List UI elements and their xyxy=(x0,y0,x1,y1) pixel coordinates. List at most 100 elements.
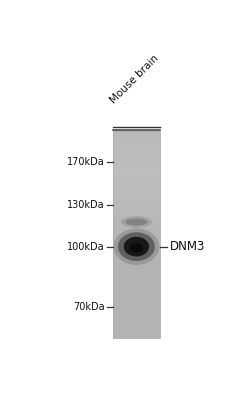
Bar xyxy=(113,232,159,234)
Bar xyxy=(113,277,159,280)
Bar xyxy=(113,260,159,263)
Ellipse shape xyxy=(118,232,155,261)
Bar xyxy=(113,147,159,150)
Text: 170kDa: 170kDa xyxy=(67,157,105,167)
Bar xyxy=(113,194,159,197)
Bar xyxy=(113,294,159,296)
Bar xyxy=(113,329,159,331)
Bar xyxy=(113,246,159,249)
Bar xyxy=(113,217,159,220)
Bar xyxy=(113,131,159,338)
Bar xyxy=(113,199,159,201)
Bar xyxy=(113,215,159,218)
Bar xyxy=(113,322,159,325)
Bar xyxy=(113,205,159,208)
Bar xyxy=(113,153,159,156)
Bar xyxy=(113,162,159,164)
Bar xyxy=(113,184,159,187)
Bar xyxy=(113,300,159,302)
Bar xyxy=(113,308,159,311)
Bar xyxy=(113,224,159,226)
Bar xyxy=(113,137,159,140)
Bar xyxy=(113,320,159,323)
Bar xyxy=(113,221,159,224)
Bar xyxy=(113,287,159,290)
Bar xyxy=(113,281,159,284)
Bar xyxy=(113,143,159,146)
Bar xyxy=(113,267,159,270)
Bar xyxy=(113,182,159,185)
Bar xyxy=(113,196,159,199)
Bar xyxy=(113,145,159,148)
Bar xyxy=(113,230,159,232)
Bar xyxy=(113,256,159,259)
Bar xyxy=(113,166,159,168)
Bar xyxy=(113,188,159,191)
Bar xyxy=(113,190,159,193)
Bar xyxy=(113,316,159,319)
Bar xyxy=(113,157,159,160)
Bar xyxy=(113,180,159,183)
Bar xyxy=(113,292,159,294)
Bar xyxy=(113,151,159,154)
Bar xyxy=(113,271,159,274)
Bar xyxy=(113,265,159,267)
Bar xyxy=(113,290,159,292)
Bar xyxy=(113,174,159,176)
Bar xyxy=(113,155,159,158)
Bar xyxy=(113,168,159,170)
Bar xyxy=(113,172,159,174)
Bar xyxy=(113,228,159,230)
Bar xyxy=(113,236,159,238)
Bar xyxy=(113,226,159,228)
Bar xyxy=(113,133,159,135)
Bar xyxy=(113,275,159,278)
Bar xyxy=(113,314,159,317)
Bar xyxy=(113,213,159,216)
Bar xyxy=(113,178,159,181)
Bar xyxy=(113,304,159,306)
Bar xyxy=(113,139,159,142)
Bar xyxy=(113,135,159,137)
Bar xyxy=(113,211,159,214)
Bar xyxy=(113,298,159,300)
Bar xyxy=(113,149,159,152)
Text: DNM3: DNM3 xyxy=(170,240,205,253)
Text: 130kDa: 130kDa xyxy=(67,200,105,210)
Bar xyxy=(113,296,159,298)
Bar xyxy=(113,326,159,329)
Bar xyxy=(113,250,159,253)
Bar xyxy=(113,244,159,247)
Bar xyxy=(113,252,159,255)
Bar xyxy=(113,285,159,288)
Bar xyxy=(113,240,159,242)
Bar xyxy=(113,335,159,338)
Bar xyxy=(113,279,159,282)
Bar xyxy=(113,186,159,189)
Bar xyxy=(113,219,159,222)
Bar xyxy=(113,283,159,286)
Ellipse shape xyxy=(124,237,149,256)
Bar xyxy=(113,192,159,195)
Bar xyxy=(113,333,159,336)
Bar xyxy=(113,176,159,179)
Bar xyxy=(113,310,159,313)
Bar xyxy=(113,273,159,276)
Bar xyxy=(113,203,159,206)
Ellipse shape xyxy=(130,243,143,252)
Ellipse shape xyxy=(114,228,159,265)
Bar xyxy=(113,318,159,321)
Bar xyxy=(113,130,159,133)
Bar xyxy=(113,263,159,265)
Bar xyxy=(113,207,159,210)
Bar xyxy=(113,258,159,261)
Ellipse shape xyxy=(125,218,147,226)
Bar xyxy=(113,164,159,166)
Bar xyxy=(113,209,159,212)
Bar xyxy=(113,306,159,309)
Text: 100kDa: 100kDa xyxy=(67,242,105,252)
Bar xyxy=(113,160,159,162)
Bar xyxy=(113,141,159,144)
Bar xyxy=(113,269,159,272)
Bar xyxy=(113,234,159,236)
